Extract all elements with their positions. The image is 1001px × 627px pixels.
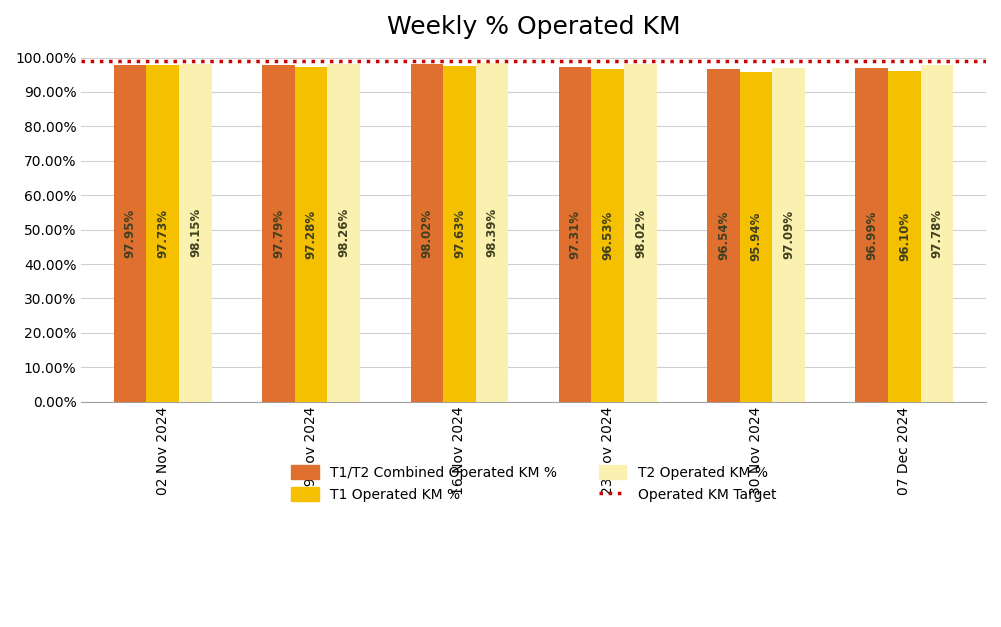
Text: 95.94%: 95.94% bbox=[750, 212, 763, 261]
Bar bbox=[262, 65, 295, 402]
Bar bbox=[559, 67, 592, 402]
Text: 98.26%: 98.26% bbox=[337, 208, 350, 257]
Text: 97.28%: 97.28% bbox=[304, 210, 317, 259]
Bar bbox=[327, 63, 360, 402]
Bar bbox=[624, 65, 657, 402]
Text: 97.63%: 97.63% bbox=[453, 209, 465, 258]
Text: 96.99%: 96.99% bbox=[865, 210, 878, 260]
Text: 96.10%: 96.10% bbox=[898, 212, 911, 261]
Text: 98.02%: 98.02% bbox=[634, 209, 647, 258]
Text: 97.31%: 97.31% bbox=[569, 210, 582, 259]
Text: 97.95%: 97.95% bbox=[124, 209, 137, 258]
Text: 97.73%: 97.73% bbox=[156, 209, 169, 258]
Title: Weekly % Operated KM: Weekly % Operated KM bbox=[386, 15, 681, 39]
Text: 98.15%: 98.15% bbox=[189, 208, 202, 258]
Bar bbox=[921, 65, 953, 402]
Text: 97.79%: 97.79% bbox=[272, 209, 285, 258]
Text: 96.53%: 96.53% bbox=[602, 211, 615, 260]
Legend: T1/T2 Combined Operated KM %, T1 Operated KM %, T2 Operated KM %, Operated KM Ta: T1/T2 Combined Operated KM %, T1 Operate… bbox=[285, 460, 782, 507]
Bar bbox=[740, 71, 773, 402]
Bar bbox=[856, 68, 888, 402]
Bar bbox=[179, 64, 212, 402]
Bar bbox=[295, 67, 327, 402]
Bar bbox=[443, 66, 475, 402]
Text: 96.54%: 96.54% bbox=[717, 211, 730, 260]
Bar bbox=[888, 71, 921, 402]
Bar bbox=[114, 65, 146, 402]
Text: 97.78%: 97.78% bbox=[931, 209, 944, 258]
Bar bbox=[773, 68, 805, 402]
Bar bbox=[707, 70, 740, 402]
Bar bbox=[410, 65, 443, 402]
Text: 98.39%: 98.39% bbox=[485, 208, 498, 257]
Text: 97.09%: 97.09% bbox=[782, 210, 795, 259]
Bar bbox=[475, 63, 509, 402]
Text: 98.02%: 98.02% bbox=[420, 209, 433, 258]
Bar bbox=[592, 70, 624, 402]
Bar bbox=[146, 65, 179, 402]
